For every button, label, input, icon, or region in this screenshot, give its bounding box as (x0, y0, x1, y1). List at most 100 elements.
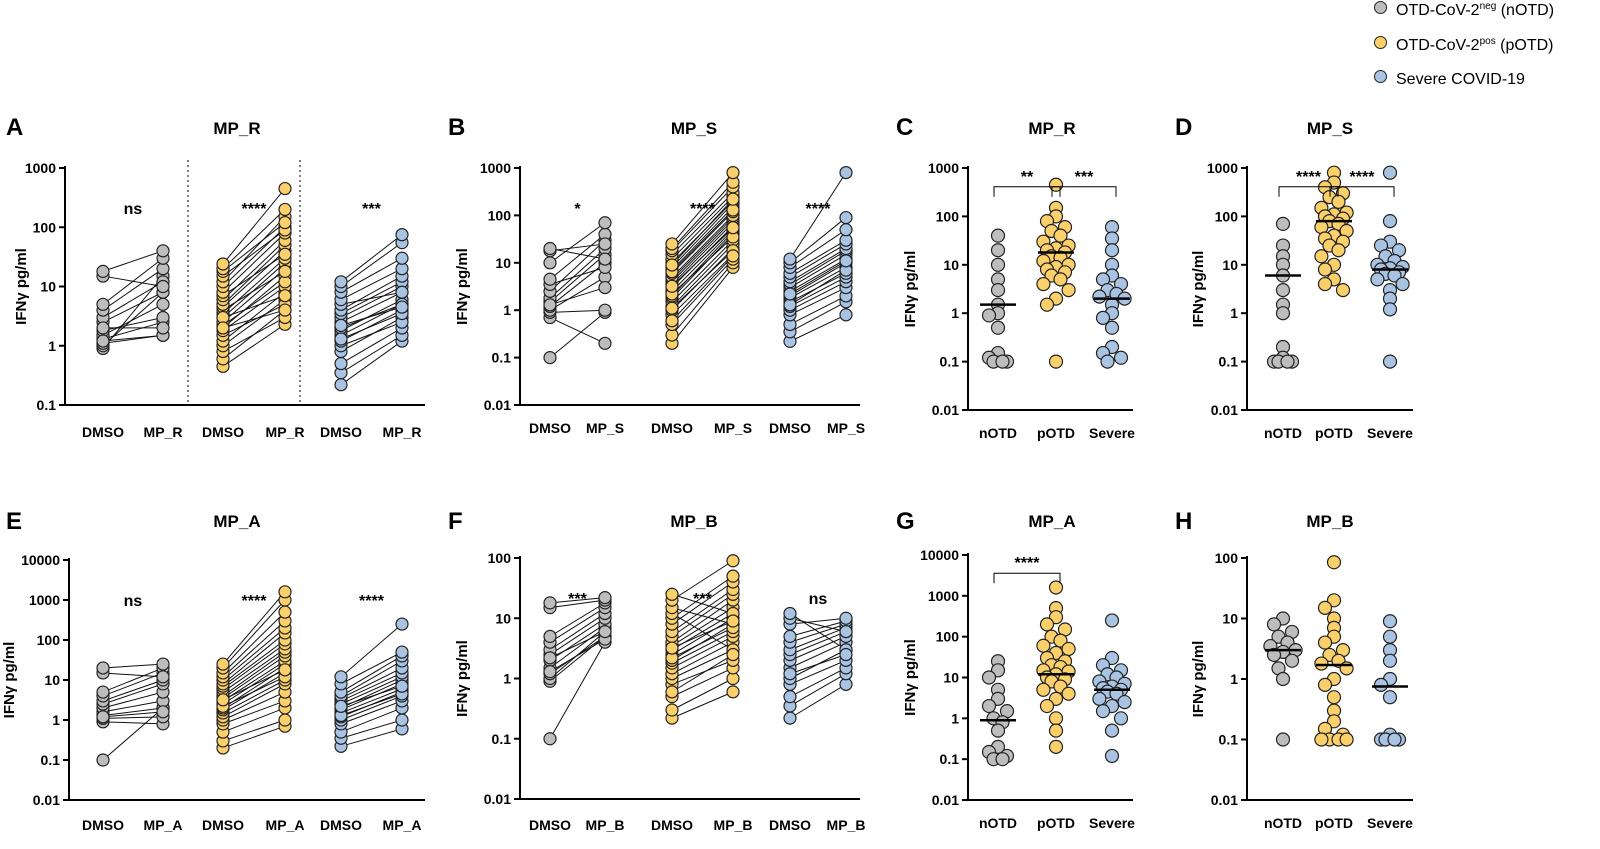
legend-label: Severe COVID-19 (1396, 71, 1525, 88)
pair-line (671, 229, 734, 292)
data-point-stim (726, 685, 740, 699)
data-point-stim (726, 614, 740, 628)
series-gray (980, 228, 1016, 369)
data-point (1113, 711, 1129, 726)
data-point-dmso (665, 258, 679, 272)
data-point (1275, 671, 1291, 687)
x-tick-label: MP_S (714, 420, 752, 436)
y-tick-label: 1000 (928, 588, 959, 604)
pair-line (671, 667, 734, 698)
pair-line (789, 613, 847, 651)
data-point-dmso (334, 378, 348, 392)
y-tick-label: 100 (1215, 550, 1239, 566)
pair-line (671, 215, 734, 278)
pair-line (340, 651, 403, 685)
data-point-dmso (783, 667, 797, 681)
data-point-dmso (96, 753, 110, 767)
data-point-dmso (96, 321, 110, 335)
y-tick-label: 1 (48, 338, 56, 354)
y-tick-label: 0.1 (1219, 732, 1239, 748)
y-tick-label: 1 (52, 712, 60, 728)
data-point-stim (839, 308, 853, 322)
data-point (1280, 354, 1295, 369)
pair-line (102, 268, 164, 311)
x-tick-label: Severe (1367, 815, 1413, 831)
y-tick-label: 0.1 (940, 354, 960, 370)
data-point-stim (278, 605, 292, 619)
data-point-dmso (665, 587, 679, 601)
x-tick-label: DMSO (529, 817, 571, 833)
pair-line (340, 693, 403, 716)
y-tick-label: 10000 (21, 552, 60, 568)
series-blue (334, 617, 409, 753)
y-tick-label: 0.1 (41, 752, 61, 768)
pair-line (789, 250, 847, 285)
data-point (1048, 580, 1064, 595)
y-tick-label: 0.01 (484, 397, 511, 413)
significance-label: *** (693, 591, 712, 608)
data-point-dmso (334, 332, 348, 346)
pair-line (340, 719, 403, 739)
pair-line (102, 281, 164, 318)
data-point-stim (839, 223, 853, 237)
data-point-stim (395, 679, 409, 693)
pair-line (222, 216, 286, 283)
pair-line (340, 286, 403, 318)
y-axis-label: IFNγ pg/ml (902, 251, 919, 328)
y-axis-label: IFNγ pg/ml (902, 639, 919, 716)
pair-line (789, 635, 847, 661)
data-point (990, 228, 1006, 243)
pair-line (789, 631, 847, 655)
pair-line (789, 281, 847, 311)
data-point-stim (726, 203, 740, 217)
significance-label: **** (242, 593, 268, 610)
pair-line (222, 295, 286, 318)
x-tick-label: MP_R (383, 424, 422, 440)
pair-line (671, 198, 734, 266)
data-point (1048, 354, 1064, 369)
pair-line (789, 262, 847, 297)
pair-line (222, 627, 286, 681)
data-point (981, 308, 997, 323)
significance-bracket (993, 186, 1061, 197)
panel-f: F MP_B 0.01 0.1 1 10 100 IFNγ pg/ml DMSO MP_B *** D… (448, 508, 865, 833)
pair-line (549, 641, 606, 739)
pair-line (671, 617, 734, 655)
pair-line (789, 683, 847, 719)
y-tick-label: 0.01 (932, 792, 959, 808)
data-point-dmso (783, 606, 797, 621)
series-yellow (665, 554, 740, 725)
x-tick-label: DMSO (82, 817, 124, 833)
pair-line (789, 258, 847, 292)
data-point-dmso (216, 321, 230, 335)
x-tick-label: MP_A (266, 817, 305, 833)
pair-line (789, 659, 847, 685)
pair-line (222, 679, 286, 714)
data-point (1326, 593, 1342, 608)
pair-line (671, 227, 734, 287)
pair-line (340, 660, 403, 697)
pair-line (671, 181, 734, 249)
pair-line (222, 611, 286, 674)
significance-bracket (1329, 186, 1395, 197)
y-axis-label: IFNγ pg/ml (13, 248, 30, 325)
panel-letter: D (1175, 114, 1192, 141)
pair-line (671, 607, 734, 625)
pair-line (671, 691, 734, 719)
data-point-stim (726, 554, 740, 568)
data-point (1314, 656, 1329, 671)
data-point-stim (278, 303, 292, 317)
data-point (1314, 732, 1329, 747)
y-tick-label: 100 (488, 207, 512, 223)
data-point (1039, 698, 1055, 714)
y-tick-label: 10 (495, 255, 511, 271)
data-point (1326, 714, 1342, 729)
data-point-dmso (96, 264, 110, 278)
data-point-stim (598, 280, 612, 295)
data-point (1395, 276, 1410, 292)
pair-line (671, 196, 734, 260)
data-point-dmso (543, 241, 557, 256)
x-tick-label: DMSO (769, 817, 811, 833)
data-point-dmso (783, 629, 797, 643)
data-point-stim (278, 215, 292, 230)
